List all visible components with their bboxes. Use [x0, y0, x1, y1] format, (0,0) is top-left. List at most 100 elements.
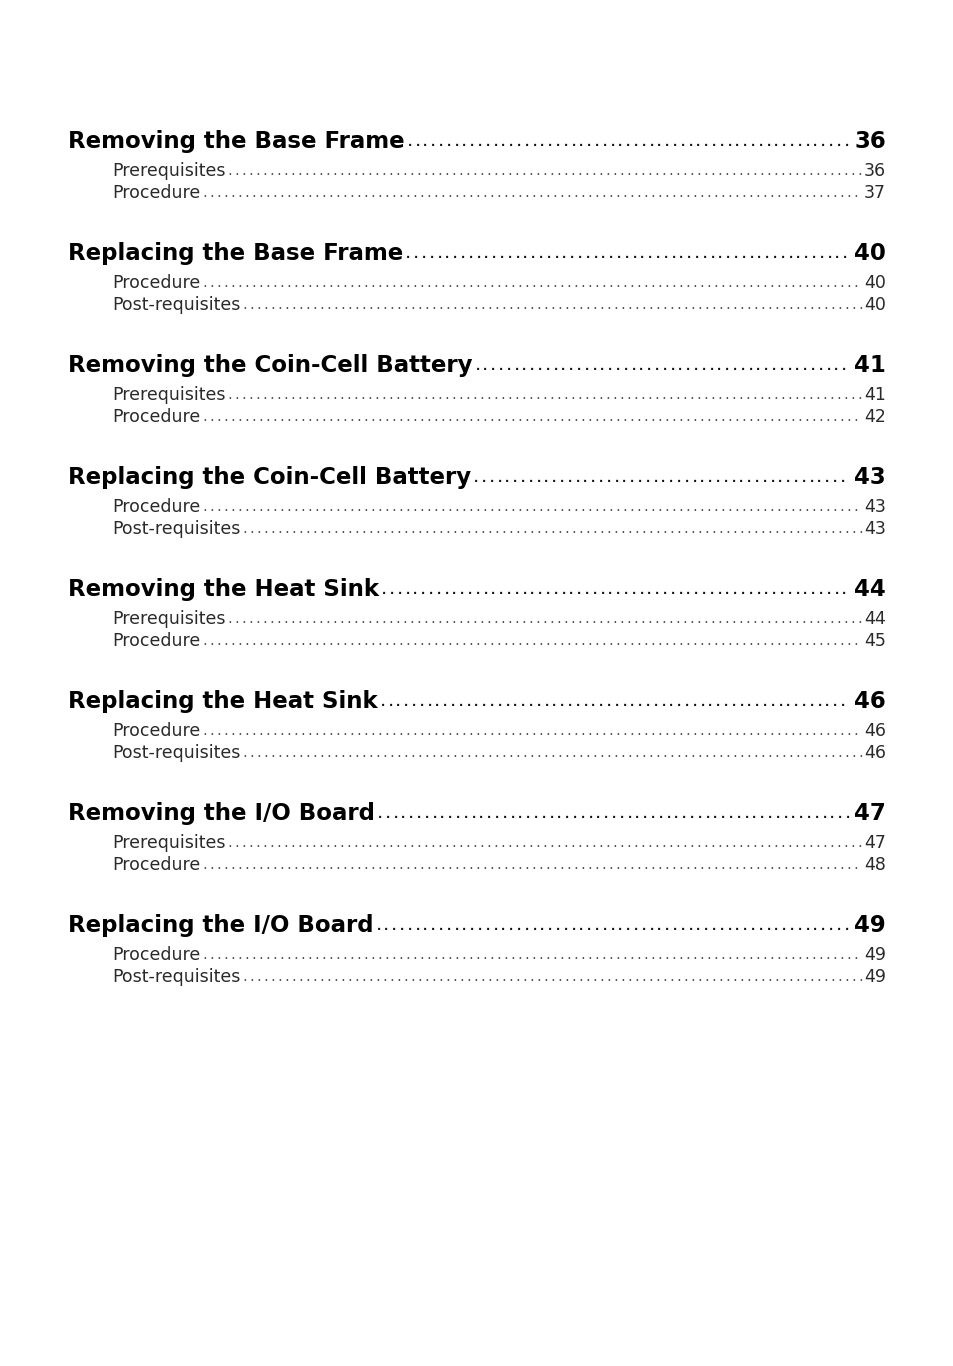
Text: .: .: [272, 275, 276, 290]
Text: .: .: [689, 163, 694, 178]
Text: .: .: [388, 611, 393, 626]
Text: .: .: [453, 131, 459, 150]
Text: .: .: [328, 856, 333, 872]
Text: .: .: [566, 691, 573, 710]
Text: .: .: [321, 275, 326, 290]
Text: .: .: [782, 408, 787, 423]
Text: .: .: [451, 163, 456, 178]
Text: .: .: [794, 355, 800, 374]
Text: .: .: [501, 296, 506, 311]
Text: .: .: [650, 408, 655, 423]
Text: .: .: [764, 915, 771, 934]
Text: .: .: [557, 744, 561, 759]
Text: .: .: [521, 387, 526, 402]
Text: .: .: [370, 408, 375, 423]
Text: .: .: [202, 856, 207, 872]
Text: .: .: [283, 611, 288, 626]
Text: .: .: [405, 499, 410, 514]
Text: .: .: [639, 611, 644, 626]
Text: .: .: [705, 723, 710, 738]
Text: .: .: [469, 915, 475, 934]
Text: .: .: [349, 947, 354, 962]
Text: .: .: [786, 243, 793, 262]
Text: .: .: [479, 835, 484, 850]
Text: .: .: [653, 355, 659, 374]
Text: .: .: [535, 387, 539, 402]
Text: .: .: [692, 408, 697, 423]
Text: .: .: [384, 947, 389, 962]
Text: .: .: [724, 296, 729, 311]
Text: .: .: [223, 184, 228, 199]
Text: .: .: [810, 243, 816, 262]
Text: .: .: [663, 131, 670, 150]
Text: .: .: [629, 408, 634, 423]
Text: .: .: [566, 467, 573, 486]
Text: .: .: [594, 408, 598, 423]
Text: Post-requisites: Post-requisites: [112, 968, 240, 986]
Text: .: .: [831, 632, 836, 647]
Text: .: .: [426, 408, 431, 423]
Text: .: .: [321, 856, 326, 872]
Text: .: .: [237, 947, 242, 962]
Text: .: .: [852, 408, 857, 423]
Text: .: .: [591, 611, 596, 626]
Text: .: .: [591, 387, 596, 402]
Text: .: .: [762, 579, 769, 598]
Text: .: .: [824, 408, 829, 423]
Text: .: .: [803, 632, 808, 647]
Text: .: .: [761, 408, 766, 423]
Text: .: .: [496, 275, 500, 290]
Text: .: .: [244, 275, 249, 290]
Text: .: .: [843, 744, 848, 759]
Text: .: .: [585, 915, 592, 934]
Text: .: .: [466, 296, 471, 311]
Text: .: .: [342, 499, 347, 514]
Text: .: .: [776, 408, 781, 423]
Text: Procedure: Procedure: [112, 947, 200, 964]
Text: .: .: [782, 723, 787, 738]
Text: .: .: [768, 499, 773, 514]
Text: .: .: [782, 184, 787, 199]
Text: .: .: [684, 579, 691, 598]
Text: Prerequisites: Prerequisites: [112, 611, 225, 628]
Text: .: .: [774, 803, 781, 822]
Text: .: .: [654, 243, 660, 262]
Text: .: .: [412, 856, 416, 872]
Text: .: .: [482, 499, 486, 514]
Text: .: .: [355, 499, 360, 514]
Text: .: .: [825, 243, 832, 262]
Text: .: .: [669, 579, 675, 598]
Text: 42: 42: [863, 408, 885, 426]
Text: .: .: [770, 579, 777, 598]
Text: .: .: [536, 744, 540, 759]
Text: .: .: [640, 968, 645, 984]
Text: .: .: [627, 520, 632, 535]
Text: .: .: [821, 803, 827, 822]
Text: .: .: [349, 184, 354, 199]
Text: .: .: [459, 520, 464, 535]
Text: .: .: [650, 184, 655, 199]
Text: .: .: [342, 723, 347, 738]
Text: .: .: [817, 579, 823, 598]
Text: .: .: [734, 184, 739, 199]
Text: .: .: [576, 355, 581, 374]
Text: .: .: [692, 947, 697, 962]
Text: .: .: [768, 856, 773, 872]
Text: .: .: [629, 275, 634, 290]
Text: .: .: [760, 467, 767, 486]
Text: .: .: [482, 947, 486, 962]
Text: .: .: [543, 520, 548, 535]
Text: .: .: [272, 856, 276, 872]
Text: .: .: [626, 835, 631, 850]
Text: .: .: [269, 163, 274, 178]
Text: .: .: [752, 387, 757, 402]
Text: .: .: [389, 520, 394, 535]
Text: .: .: [244, 632, 249, 647]
Text: 49: 49: [853, 914, 885, 937]
Text: .: .: [291, 744, 295, 759]
Text: .: .: [367, 611, 372, 626]
Text: .: .: [237, 499, 242, 514]
Text: .: .: [852, 184, 857, 199]
Text: .: .: [657, 947, 661, 962]
Text: .: .: [321, 947, 326, 962]
